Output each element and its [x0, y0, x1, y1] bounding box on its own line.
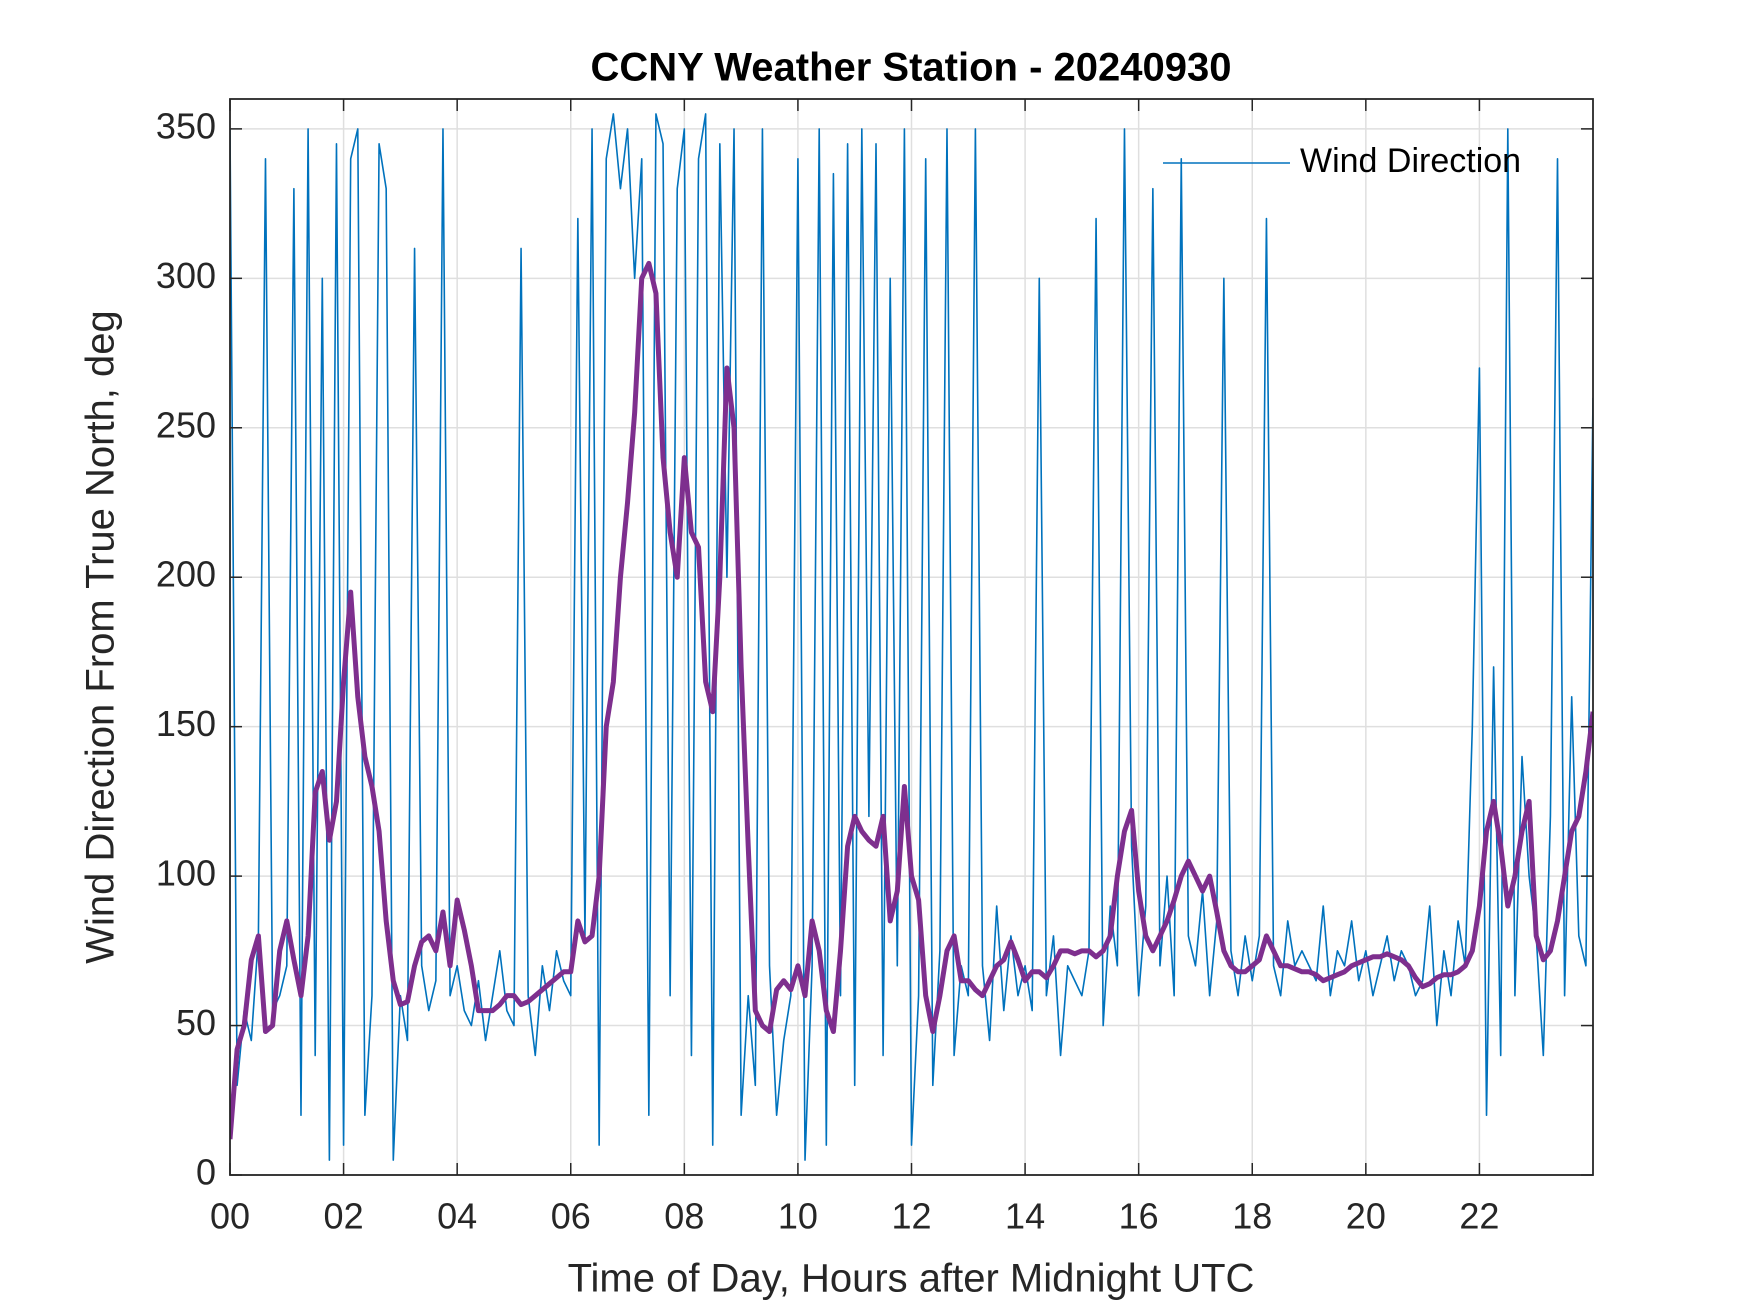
- x-tick-label: 06: [551, 1196, 591, 1237]
- y-tick-label: 250: [156, 404, 216, 445]
- x-tick-label: 00: [210, 1196, 250, 1237]
- x-tick-label: 22: [1459, 1196, 1499, 1237]
- x-tick-label: 14: [1005, 1196, 1045, 1237]
- x-tick-label: 16: [1119, 1196, 1159, 1237]
- series-line: [230, 113, 1593, 1161]
- y-axis-label: Wind Direction From True North, deg: [79, 310, 123, 964]
- x-tick-label: 10: [778, 1196, 818, 1237]
- series-line: [230, 260, 1593, 1140]
- x-tick-label: 18: [1232, 1196, 1272, 1237]
- y-tick-label: 100: [156, 853, 216, 894]
- y-tick-label: 300: [156, 255, 216, 296]
- grid: [229, 99, 1593, 1176]
- y-tick-label: 150: [156, 703, 216, 744]
- axes: 00 02 04 06 08 10 12 14 16 18 20 22 0 50 100 150 200 250 3…: [156, 98, 1594, 1237]
- x-tick-label: 04: [437, 1196, 477, 1237]
- chart-title: CCNY Weather Station - 20240930: [591, 46, 1232, 90]
- y-tick-label: 200: [156, 554, 216, 595]
- legend-label: Wind Direction: [1300, 142, 1521, 180]
- x-axis-label: Time of Day, Hours after Midnight UTC: [568, 1257, 1255, 1301]
- y-tick-label: 350: [156, 105, 216, 146]
- x-tick-label: 12: [891, 1196, 931, 1237]
- y-tick-label: 0: [196, 1152, 216, 1193]
- x-tick-label: 02: [324, 1196, 364, 1237]
- axes-box: [229, 98, 1594, 1176]
- x-tick-label: 08: [664, 1196, 704, 1237]
- x-tick-label: 20: [1346, 1196, 1386, 1237]
- lines: [230, 113, 1593, 1161]
- y-tick-label: 50: [176, 1002, 216, 1043]
